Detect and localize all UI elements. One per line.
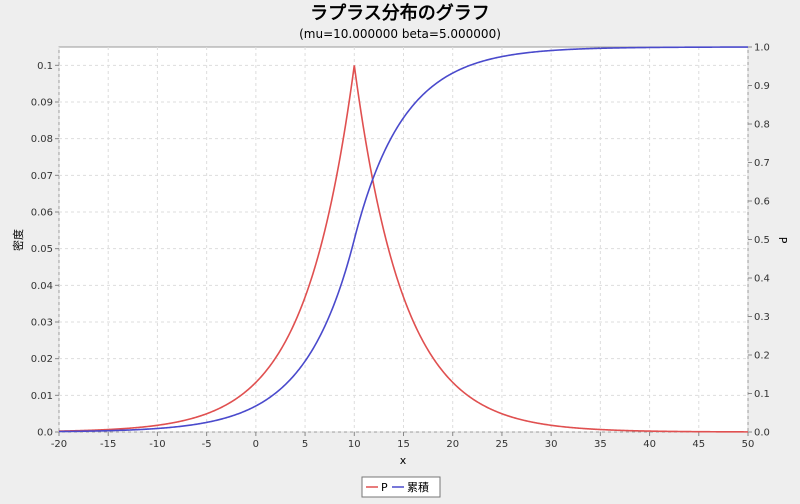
x-axis-label: x bbox=[400, 454, 407, 467]
right-tick-label: 0.6 bbox=[754, 197, 770, 208]
left-tick-label: 0.05 bbox=[31, 244, 53, 255]
left-tick-label: 0.01 bbox=[31, 391, 53, 402]
x-axis-ticks: -20 -15 -10 -5 0 5 10 15 20 25 30 35 40 45 50 bbox=[51, 432, 755, 450]
chart-title: ラプラス分布のグラフ bbox=[310, 2, 490, 24]
left-tick-label: 0.1 bbox=[37, 61, 53, 72]
x-tick-label: -15 bbox=[100, 439, 116, 450]
right-tick-label: 0.1 bbox=[754, 389, 770, 400]
x-tick-label: 45 bbox=[692, 439, 705, 450]
left-axis-label: 密度 bbox=[11, 229, 25, 251]
left-tick-label: 0.08 bbox=[31, 134, 53, 145]
x-tick-label: 50 bbox=[742, 439, 755, 450]
x-tick-label: 5 bbox=[302, 439, 308, 450]
x-tick-label: 15 bbox=[397, 439, 410, 450]
chart-subtitle: (mu=10.000000 beta=5.000000) bbox=[299, 27, 501, 41]
right-tick-label: 0.7 bbox=[754, 158, 770, 169]
x-tick-label: 25 bbox=[496, 439, 509, 450]
left-tick-label: 0.04 bbox=[31, 281, 53, 292]
series-group bbox=[58, 46, 749, 433]
left-tick-label: 0.09 bbox=[31, 98, 53, 109]
x-tick-label: 40 bbox=[643, 439, 656, 450]
x-tick-label: 35 bbox=[594, 439, 607, 450]
left-tick-label: 0.0 bbox=[37, 428, 53, 439]
right-tick-label: 0.9 bbox=[754, 81, 770, 92]
right-tick-label: 0.2 bbox=[754, 351, 770, 362]
x-tick-label: 30 bbox=[545, 439, 558, 450]
series-line-p bbox=[58, 65, 749, 433]
right-tick-label: 0.0 bbox=[754, 428, 770, 439]
legend: P 累積 bbox=[361, 476, 441, 498]
right-tick-label: 0.5 bbox=[754, 235, 770, 246]
x-tick-label: -5 bbox=[202, 439, 212, 450]
left-axis-ticks: 0.0 0.01 0.02 0.03 0.04 0.05 0.06 0.07 0.08 0.09 0… bbox=[31, 61, 59, 439]
left-tick-label: 0.06 bbox=[31, 208, 53, 219]
right-tick-label: 1.0 bbox=[754, 43, 770, 54]
x-tick-label: -20 bbox=[51, 439, 67, 450]
right-tick-label: 0.3 bbox=[754, 312, 770, 323]
series-line-cumulative bbox=[58, 46, 749, 433]
x-tick-label: 10 bbox=[348, 439, 361, 450]
right-axis-ticks: 0.0 0.1 0.2 0.3 0.4 0.5 0.6 0.7 0.8 0.9 1.0 bbox=[748, 43, 770, 439]
x-tick-label: 0 bbox=[253, 439, 259, 450]
left-tick-label: 0.02 bbox=[31, 354, 53, 365]
x-tick-label: -10 bbox=[149, 439, 165, 450]
legend-label-cumulative: 累積 bbox=[407, 480, 429, 494]
left-tick-label: 0.03 bbox=[31, 318, 53, 329]
x-tick-label: 20 bbox=[446, 439, 459, 450]
right-tick-label: 0.8 bbox=[754, 120, 770, 131]
right-axis-label: P bbox=[776, 237, 789, 244]
right-tick-label: 0.4 bbox=[754, 274, 770, 285]
left-tick-label: 0.07 bbox=[31, 171, 53, 182]
legend-label-p: P bbox=[381, 481, 388, 494]
